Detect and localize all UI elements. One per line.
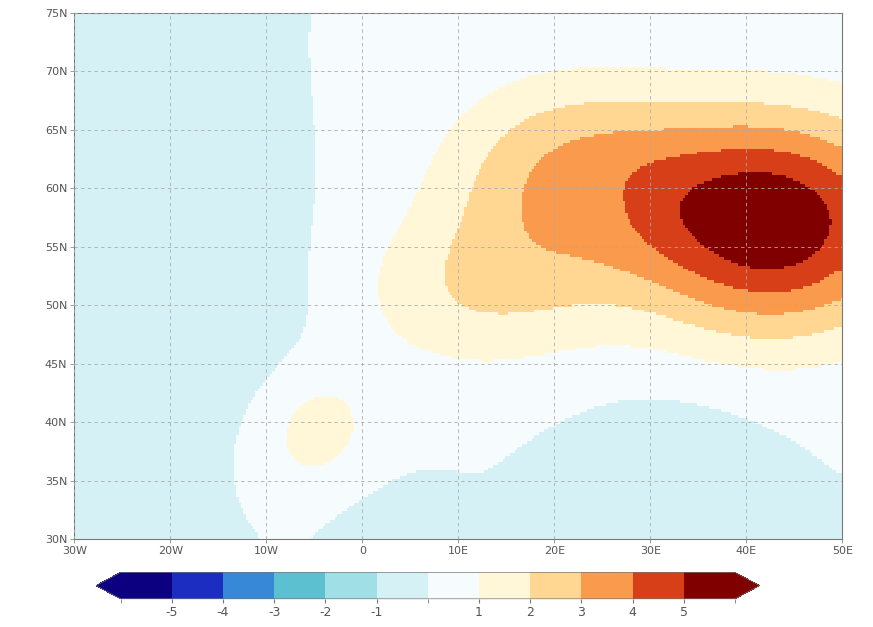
PathPatch shape (96, 572, 120, 599)
PathPatch shape (735, 572, 760, 599)
